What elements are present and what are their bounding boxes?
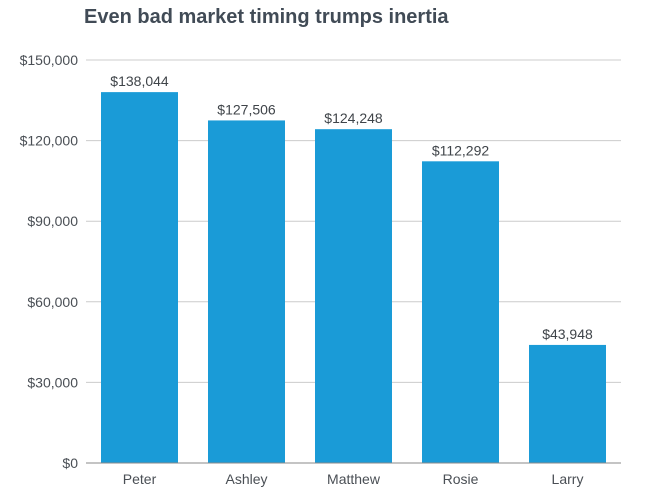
data-labels: $138,044 $127,506 $124,248 $112,292 $43,948 <box>110 73 593 342</box>
bar-ashley <box>208 120 285 463</box>
y-tick-label: $30,000 <box>27 374 78 390</box>
x-axis-ticks: Peter Ashley Matthew Rosie Larry <box>123 471 584 487</box>
y-tick-label: $0 <box>62 455 78 471</box>
data-label: $112,292 <box>432 142 490 158</box>
bar-peter <box>101 92 178 463</box>
x-tick-label: Ashley <box>225 471 267 487</box>
bar-larry <box>529 344 606 463</box>
bars <box>101 92 606 463</box>
data-label: $124,248 <box>324 110 383 126</box>
data-label: $127,506 <box>217 101 276 117</box>
data-label: $138,044 <box>110 73 169 89</box>
data-label: $43,948 <box>542 326 593 342</box>
y-tick-label: $120,000 <box>20 133 79 149</box>
bar-rosie <box>422 161 499 463</box>
x-tick-label: Peter <box>123 471 157 487</box>
x-tick-label: Larry <box>552 471 584 487</box>
y-axis-ticks: $0 $30,000 $60,000 $90,000 $120,000 $150,000 <box>20 52 79 471</box>
y-tick-label: $150,000 <box>20 52 79 68</box>
x-tick-label: Matthew <box>327 471 381 487</box>
x-tick-label: Rosie <box>443 471 479 487</box>
bar-matthew <box>315 129 392 463</box>
y-tick-label: $90,000 <box>27 213 78 229</box>
chart-title: Even bad market timing trumps inertia <box>84 6 449 28</box>
y-tick-label: $60,000 <box>27 294 78 310</box>
